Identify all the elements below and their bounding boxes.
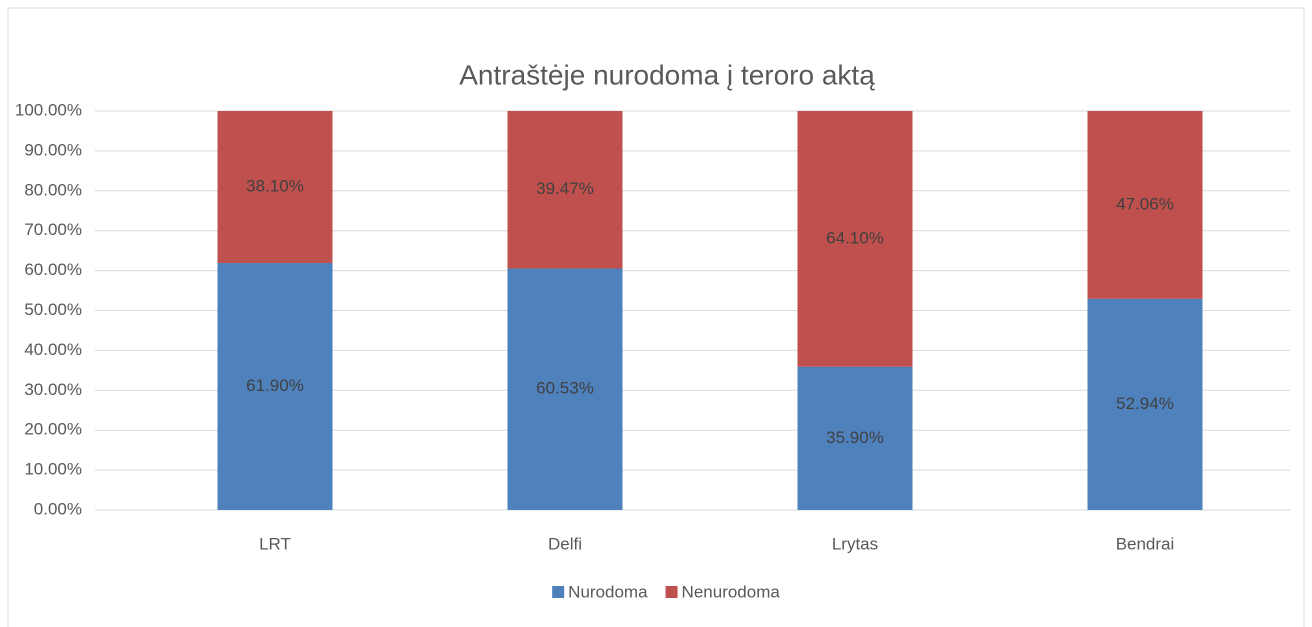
- bar-segment: [1087, 298, 1203, 510]
- bar-segment: [797, 366, 913, 510]
- bar-segment: [217, 111, 333, 264]
- y-tick-label: 40.00%: [24, 340, 82, 359]
- data-label: 64.10%: [826, 228, 884, 247]
- y-tick-label: 80.00%: [24, 180, 82, 199]
- legend-label: Nenurodoma: [682, 582, 781, 601]
- data-label: 47.06%: [1116, 194, 1174, 213]
- x-tick-label: Delfi: [548, 534, 582, 553]
- legend-label: Nurodoma: [568, 582, 648, 601]
- data-label: 39.47%: [536, 179, 594, 198]
- x-tick-label: LRT: [259, 534, 291, 553]
- x-tick-label: Lrytas: [832, 534, 878, 553]
- y-tick-label: 0.00%: [34, 499, 82, 518]
- y-tick-label: 30.00%: [24, 380, 82, 399]
- data-label: 61.90%: [246, 376, 304, 395]
- y-tick-label: 50.00%: [24, 300, 82, 319]
- y-tick-label: 100.00%: [15, 100, 82, 119]
- bar-segment: [797, 111, 913, 367]
- y-tick-label: 70.00%: [24, 220, 82, 239]
- x-tick-label: Bendrai: [1116, 534, 1175, 553]
- bar-segment: [507, 111, 623, 269]
- chart-title: Antraštėje nurodoma į teroro aktą: [459, 59, 875, 90]
- data-label: 35.90%: [826, 428, 884, 447]
- bar-segment: [507, 268, 623, 510]
- data-label: 38.10%: [246, 176, 304, 195]
- legend-swatch: [552, 586, 565, 598]
- y-tick-label: 60.00%: [24, 260, 82, 279]
- y-tick-label: 90.00%: [24, 140, 82, 159]
- bar-segment: [1087, 111, 1203, 299]
- y-tick-label: 10.00%: [24, 460, 82, 479]
- bar-segment: [217, 263, 333, 510]
- data-label: 60.53%: [536, 379, 594, 398]
- legend-swatch: [665, 586, 678, 598]
- data-label: 52.94%: [1116, 394, 1174, 413]
- y-tick-label: 20.00%: [24, 420, 82, 439]
